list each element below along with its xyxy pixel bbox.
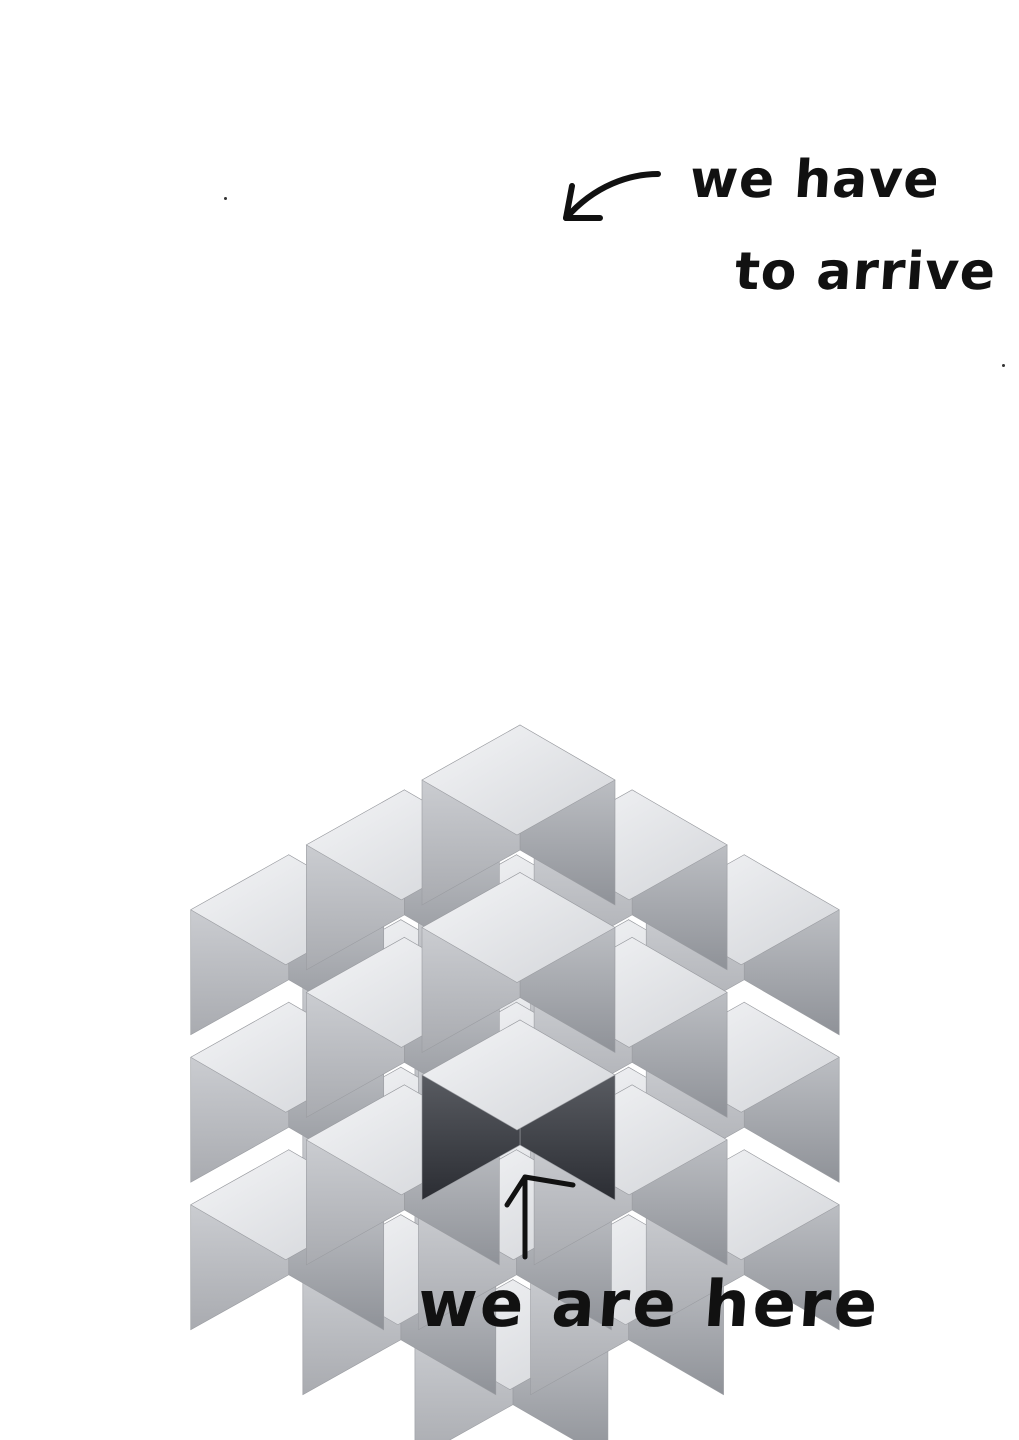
speck bbox=[224, 197, 227, 200]
annotation-target-line2: to arrive bbox=[732, 242, 999, 302]
cube-face-top bbox=[421, 724, 616, 836]
cube-blocks bbox=[190, 724, 840, 1440]
cube-face-top bbox=[421, 1019, 616, 1131]
cube-face-top bbox=[421, 872, 616, 983]
up-arrow-icon bbox=[504, 1174, 576, 1260]
annotation-target-line1: we have bbox=[687, 150, 942, 210]
curved-arrow-icon bbox=[563, 171, 661, 221]
annotation-current: we are here bbox=[415, 1268, 883, 1342]
speck bbox=[1002, 364, 1005, 367]
